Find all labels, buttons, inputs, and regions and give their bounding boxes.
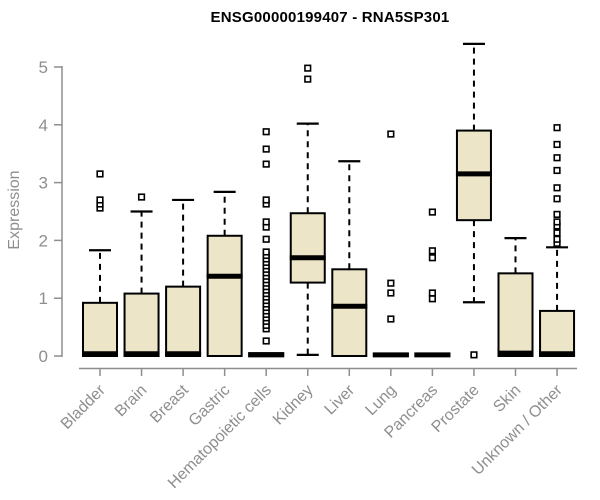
outlier-point (428, 289, 437, 297)
y-tick-label: 1 (39, 289, 48, 308)
outlier-point (553, 124, 561, 132)
x-tick-label: Skin (490, 382, 524, 416)
outlier-point (470, 351, 478, 359)
x-tick-label: Bladder (58, 381, 109, 432)
outlier-point (96, 170, 104, 178)
x-tick-label: Brain (112, 382, 150, 420)
outlier-point (387, 279, 395, 287)
outlier-point (553, 195, 561, 203)
outlier-point (553, 235, 561, 243)
x-tick-label: Lung (362, 382, 399, 419)
outlier-point (262, 128, 270, 136)
outlier-point (428, 247, 437, 255)
box-kidney (289, 212, 326, 284)
outlier-point (304, 75, 312, 83)
x-tick-label: Liver (322, 381, 359, 418)
outlier-point (262, 235, 270, 243)
outlier-point (553, 218, 561, 226)
box-skin (497, 272, 534, 358)
y-tick-label: 3 (39, 174, 48, 193)
outlier-point (553, 140, 561, 149)
x-tick-label: Kidney (270, 382, 317, 429)
chart-title: ENSG00000199407 - RNA5SP301 (210, 9, 450, 26)
box-unknown-other (539, 309, 576, 357)
outlier-point (553, 184, 561, 192)
y-tick-label: 2 (39, 231, 48, 250)
x-tick-label: Breast (147, 381, 192, 426)
box-bladder (82, 301, 118, 358)
outlier-point (553, 154, 561, 162)
outlier-point (553, 210, 561, 218)
outlier-point (428, 295, 437, 303)
outlier-point (304, 64, 312, 72)
outlier-point (262, 248, 270, 256)
y-tick-label: 0 (39, 347, 48, 366)
outlier-point (262, 337, 270, 345)
outlier-point (387, 315, 395, 323)
box-gastric (206, 234, 243, 357)
outlier-point (387, 130, 395, 138)
outlier-point (262, 160, 270, 168)
outlier-point (262, 196, 270, 204)
box-liver (331, 268, 368, 357)
outlier-point (428, 208, 437, 216)
outlier-point (96, 196, 104, 204)
outlier-point (137, 193, 146, 201)
outlier-point (262, 145, 270, 153)
box-breast (165, 285, 202, 358)
outlier-point (553, 166, 561, 175)
outlier-point (262, 218, 270, 226)
box-brain (123, 292, 160, 357)
outlier-point (387, 289, 395, 297)
y-tick-label: 5 (39, 58, 48, 77)
y-tick-label: 4 (39, 116, 48, 135)
outlier-point (428, 254, 437, 262)
outlier-point (553, 229, 561, 237)
